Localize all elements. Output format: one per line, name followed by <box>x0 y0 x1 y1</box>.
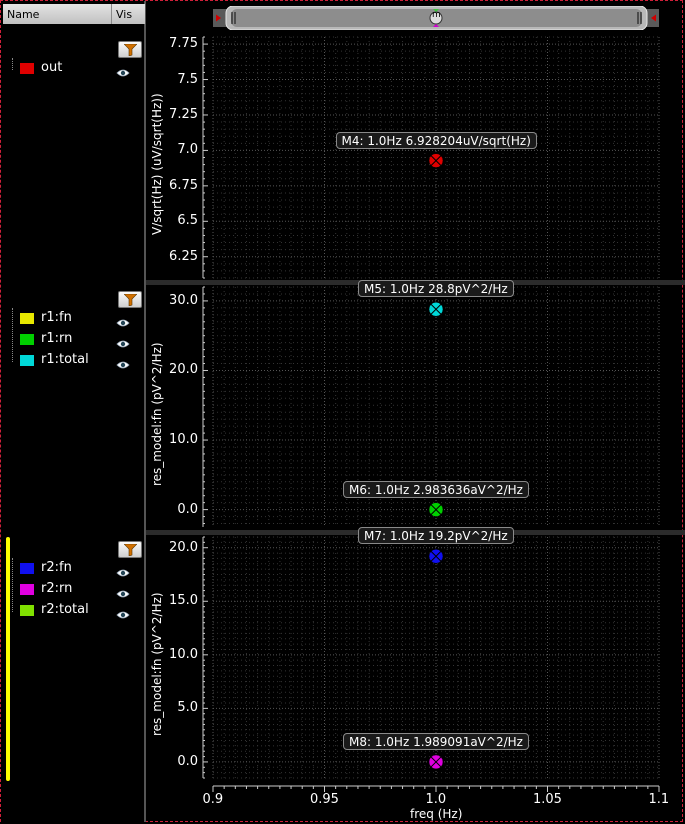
legend-item-label: r1:fn <box>41 310 72 325</box>
y-tick-label: 0.0 <box>177 753 198 769</box>
y-tick-label: 7.5 <box>177 71 198 87</box>
y-tick-label: 7.25 <box>169 106 198 122</box>
tree-connector <box>12 58 21 70</box>
y-tick-label: 10.0 <box>169 432 198 448</box>
y-tick-label: 10.0 <box>169 646 198 662</box>
marker-label[interactable]: M8: 1.0Hz 1.989091aV^2/Hz <box>343 732 529 750</box>
tree-connector <box>12 558 21 612</box>
x-tick-label: 1.0 <box>425 792 447 807</box>
marker-cross <box>429 755 443 769</box>
filter-icon <box>124 44 137 56</box>
marker-cross <box>429 302 443 316</box>
filter-icon <box>124 544 137 556</box>
scroll-right-arrow-icon <box>651 14 656 22</box>
y-tick-label: 0.0 <box>177 501 198 517</box>
marker-label[interactable]: M5: 1.0Hz 28.8pV^2/Hz <box>358 280 514 298</box>
y-tick-label: 15.0 <box>169 593 198 609</box>
name-column-header[interactable]: Name <box>7 8 40 21</box>
visibility-eye-icon[interactable] <box>116 334 130 348</box>
visibility-eye-icon[interactable] <box>116 563 130 577</box>
visibility-eye-icon[interactable] <box>116 584 130 598</box>
visibility-eye-icon[interactable] <box>116 605 130 619</box>
marker-label[interactable]: M4: 1.0Hz 6.928204uV/sqrt(Hz) <box>335 131 537 149</box>
filter-button[interactable] <box>118 541 142 558</box>
x-tick-label: 1.1 <box>648 792 670 807</box>
y-tick-label: 30.0 <box>169 292 198 308</box>
trace-color-swatch <box>20 63 34 74</box>
y-tick-label: 20.0 <box>169 362 198 378</box>
legend-item-label: r1:total <box>41 352 89 367</box>
legend-panel: Name Vis <box>1 1 146 822</box>
y-axis-title: res_model:fn (pV^2/Hz) <box>150 592 164 736</box>
marker-cross <box>429 549 443 563</box>
y-tick-label: 6.5 <box>177 213 198 229</box>
y-tick-label: 6.75 <box>169 177 198 193</box>
filter-button[interactable] <box>118 291 142 308</box>
filter-icon <box>124 294 137 306</box>
trace-color-swatch <box>20 563 34 574</box>
y-axis-title: res_model:fn (pV^2/Hz) <box>150 342 164 486</box>
visibility-eye-icon[interactable] <box>116 355 130 369</box>
vis-column-header[interactable]: Vis <box>116 8 133 21</box>
filter-button[interactable] <box>118 41 142 58</box>
y-axis-title: V/sqrt(Hz) (uV/sqrt(Hz)) <box>150 93 164 235</box>
marker-cross <box>429 154 443 167</box>
x-scrollbar[interactable]: m <box>213 5 659 31</box>
selected-panel-indicator <box>6 537 10 781</box>
trace-color-swatch <box>20 334 34 345</box>
y-tick-label: 6.25 <box>169 248 198 264</box>
visibility-eye-icon[interactable] <box>116 63 130 77</box>
marker-cross <box>429 503 443 516</box>
legend-item-label: r2:rn <box>41 581 73 596</box>
scroll-marker-label: m <box>432 10 441 20</box>
x-axis-title: freq (Hz) <box>410 807 463 821</box>
trace-color-swatch <box>20 313 34 324</box>
trace-color-swatch <box>20 584 34 595</box>
y-tick-label: 20.0 <box>169 539 198 555</box>
legend-item-label: r2:fn <box>41 560 72 575</box>
legend-item-label: out <box>41 60 63 75</box>
legend-item-label: r2:total <box>41 602 89 617</box>
x-tick-label: 1.05 <box>533 792 562 807</box>
tree-connector <box>12 308 21 362</box>
x-tick-label: 0.9 <box>202 792 224 807</box>
x-tick-label: 0.95 <box>310 792 339 807</box>
y-tick-label: 7.0 <box>177 142 198 158</box>
trace-color-swatch <box>20 605 34 616</box>
trace-color-swatch <box>20 355 34 366</box>
scroll-left-arrow-icon <box>216 14 221 22</box>
legend-item-label: r1:rn <box>41 331 73 346</box>
legend-header: Name Vis <box>3 4 145 24</box>
column-separator[interactable] <box>111 4 112 24</box>
y-tick-label: 7.75 <box>169 36 198 52</box>
visibility-eye-icon[interactable] <box>116 313 130 327</box>
marker-label[interactable]: M7: 1.0Hz 19.2pV^2/Hz <box>358 527 514 545</box>
y-tick-label: 5.0 <box>177 700 198 716</box>
marker-label[interactable]: M6: 1.0Hz 2.983636aV^2/Hz <box>343 480 529 498</box>
